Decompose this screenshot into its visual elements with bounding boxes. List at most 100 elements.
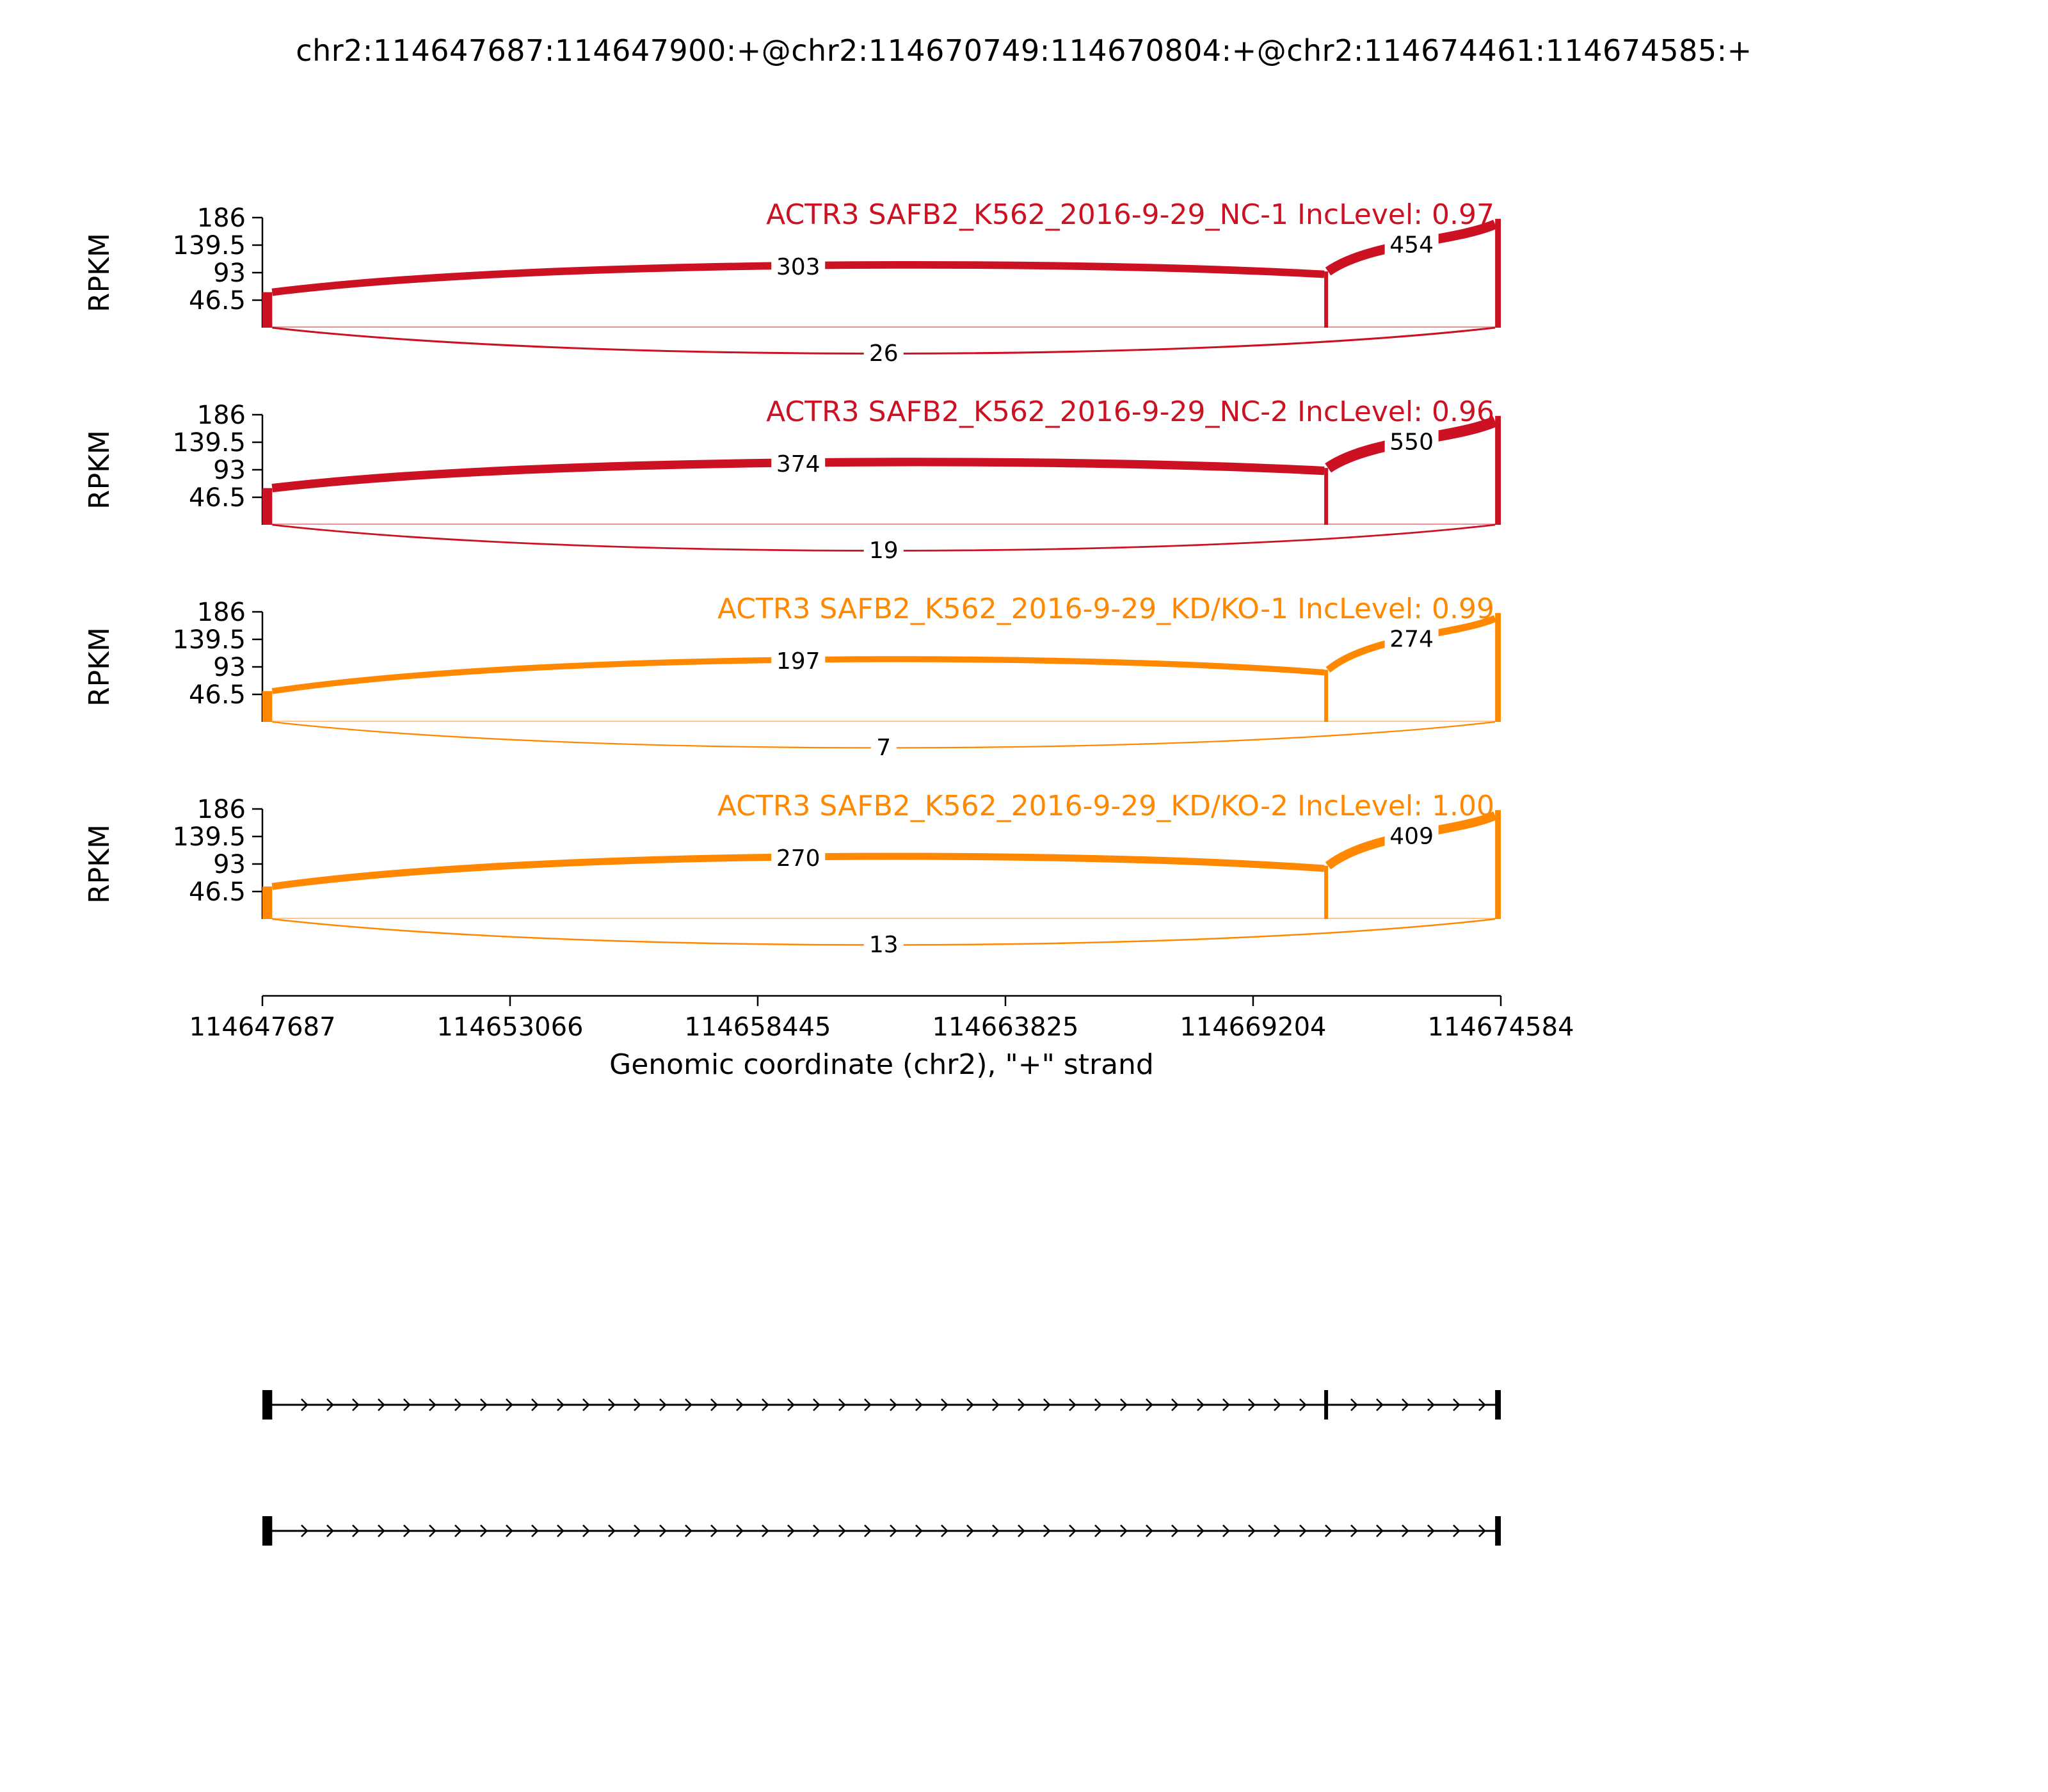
- strand-arrow: [1402, 1398, 1409, 1411]
- strand-arrow: [1094, 1524, 1102, 1537]
- exon: [1495, 1390, 1501, 1420]
- x-tick-label: 114647687: [189, 1012, 335, 1042]
- strand-arrow: [1453, 1524, 1460, 1537]
- track-title: ACTR3 SAFB2_K562_2016-9-29_NC-1 IncLevel…: [766, 198, 1494, 231]
- strand-arrow: [1299, 1398, 1307, 1411]
- strand-arrow: [1222, 1524, 1230, 1537]
- x-tick-label: 114653066: [436, 1012, 583, 1042]
- strand-arrow: [659, 1524, 667, 1537]
- strand-arrow: [429, 1398, 436, 1411]
- strand-arrow: [1171, 1398, 1179, 1411]
- strand-arrow: [992, 1398, 1000, 1411]
- strand-arrow: [454, 1524, 462, 1537]
- strand-arrow: [378, 1524, 385, 1537]
- strand-arrow: [1248, 1524, 1256, 1537]
- strand-arrow: [1325, 1524, 1332, 1537]
- strand-arrow: [1146, 1524, 1153, 1537]
- junction-count-bg: [863, 538, 904, 563]
- track-title: ACTR3 SAFB2_K562_2016-9-29_NC-2 IncLevel…: [766, 396, 1494, 428]
- junction-count: 274: [1389, 627, 1434, 653]
- y-tick-label: 139.5: [172, 822, 246, 852]
- strand-arrow: [378, 1398, 385, 1411]
- strand-arrow: [659, 1398, 667, 1411]
- y-tick-label: 139.5: [172, 625, 246, 655]
- exon: [262, 1516, 273, 1546]
- figure-title: chr2:114647687:114647900:+@chr2:11467074…: [296, 33, 1752, 68]
- strand-arrow: [506, 1524, 513, 1537]
- strand-arrow: [864, 1398, 872, 1411]
- strand-arrow: [1120, 1398, 1128, 1411]
- x-tick-label: 114663825: [932, 1012, 1078, 1042]
- track-title: ACTR3 SAFB2_K562_2016-9-29_KD/KO-1 IncLe…: [717, 593, 1494, 625]
- coverage-exon-1: [262, 886, 273, 919]
- coverage-exon-1: [262, 691, 273, 722]
- strand-arrow: [1069, 1524, 1076, 1537]
- strand-arrow: [301, 1524, 308, 1537]
- strand-arrow: [1427, 1398, 1435, 1411]
- strand-arrow: [1069, 1398, 1076, 1411]
- strand-arrow: [1350, 1524, 1358, 1537]
- strand-arrow: [557, 1398, 564, 1411]
- strand-arrow: [506, 1398, 513, 1411]
- x-tick-label: 114658445: [684, 1012, 831, 1042]
- junction-count-bg: [1384, 232, 1439, 258]
- y-axis-label: RPKM: [83, 627, 116, 707]
- y-axis-label: RPKM: [83, 233, 116, 312]
- y-tick-label: 46.5: [189, 877, 246, 907]
- strand-arrow: [941, 1398, 948, 1411]
- strand-arrow: [1478, 1398, 1486, 1411]
- strand-arrow: [966, 1398, 974, 1411]
- strand-arrow: [557, 1524, 564, 1537]
- strand-arrow: [736, 1524, 744, 1537]
- y-tick-label: 186: [197, 401, 246, 430]
- strand-arrow: [352, 1524, 360, 1537]
- inclusion-isoform: [262, 1390, 1501, 1420]
- strand-arrow: [787, 1398, 795, 1411]
- y-tick-label: 46.5: [189, 680, 246, 710]
- strand-arrow: [1043, 1524, 1051, 1537]
- junction-count: 13: [869, 932, 899, 958]
- coverage-exon-3: [1495, 218, 1501, 328]
- track-title: ACTR3 SAFB2_K562_2016-9-29_KD/KO-2 IncLe…: [717, 790, 1494, 822]
- coverage-exon-1: [262, 292, 273, 328]
- strand-arrow: [1018, 1524, 1025, 1537]
- strand-arrow: [454, 1398, 462, 1411]
- strand-arrow: [301, 1398, 308, 1411]
- junction-count: 550: [1389, 429, 1434, 456]
- x-axis-label: Genomic coordinate (chr2), "+" strand: [609, 1048, 1154, 1081]
- strand-arrow: [1222, 1398, 1230, 1411]
- strand-arrow: [813, 1398, 820, 1411]
- strand-arrow: [838, 1398, 846, 1411]
- coverage-exon-2: [1324, 865, 1329, 919]
- strand-arrow: [1197, 1398, 1204, 1411]
- y-tick-label: 186: [197, 795, 246, 824]
- junction-count-bg: [1384, 626, 1439, 652]
- junction-count-bg: [771, 253, 826, 280]
- strand-arrow: [685, 1398, 692, 1411]
- strand-arrow: [634, 1524, 641, 1537]
- strand-arrow: [582, 1524, 590, 1537]
- strand-arrow: [710, 1524, 718, 1537]
- strand-arrow: [1350, 1398, 1358, 1411]
- strand-arrow: [941, 1524, 948, 1537]
- y-tick-label: 93: [213, 456, 246, 485]
- strand-arrow: [480, 1398, 488, 1411]
- strand-arrow: [1094, 1398, 1102, 1411]
- junction-count: 374: [776, 451, 820, 477]
- strand-arrow: [1402, 1524, 1409, 1537]
- exon: [1324, 1390, 1329, 1420]
- strand-arrow: [838, 1524, 846, 1537]
- strand-arrow: [1248, 1398, 1256, 1411]
- strand-arrow: [531, 1524, 539, 1537]
- strand-arrow: [429, 1524, 436, 1537]
- coverage-exon-1: [262, 488, 273, 525]
- y-tick-label: 93: [213, 850, 246, 879]
- strand-arrow: [1274, 1398, 1281, 1411]
- strand-arrow: [1018, 1398, 1025, 1411]
- strand-arrow: [915, 1524, 923, 1537]
